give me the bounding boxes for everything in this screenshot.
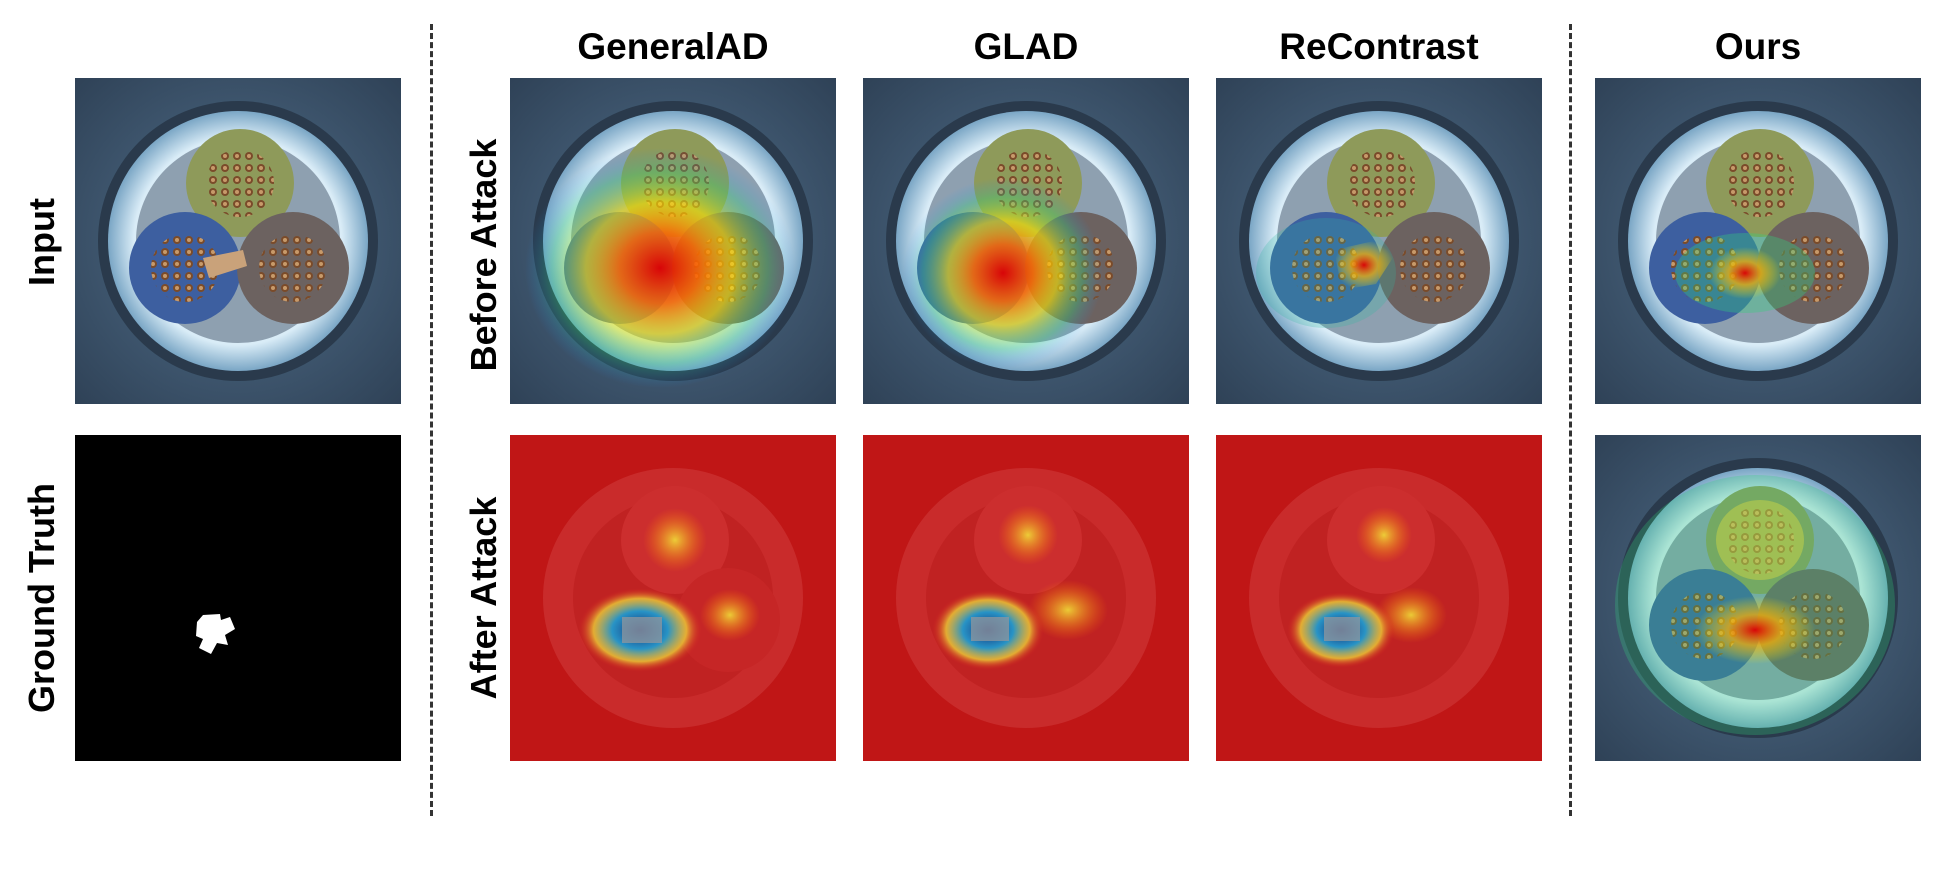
column-title-generalad: GeneralAD xyxy=(577,26,769,67)
separator-left xyxy=(430,24,433,816)
recontrast-before-attack-heatmap xyxy=(1216,78,1542,404)
glad-before-attack-heatmap xyxy=(863,78,1189,404)
ours-after-attack-heatmap xyxy=(1595,435,1921,761)
column-title-glad: GLAD xyxy=(973,26,1079,67)
column-title-recontrast: ReContrast xyxy=(1279,26,1479,67)
row-label-input: Input xyxy=(21,198,62,286)
column-title-ours: Ours xyxy=(1714,26,1802,67)
recontrast-after-attack-heatmap xyxy=(1216,435,1542,761)
separator-right xyxy=(1569,24,1572,816)
ours-before-attack-heatmap xyxy=(1595,78,1921,404)
generalad-after-attack-heatmap xyxy=(510,435,836,761)
ground-truth-mask xyxy=(75,435,401,761)
row-label-after-attack: After Attack xyxy=(463,496,504,700)
input-image xyxy=(75,78,401,404)
generalad-before-attack-heatmap xyxy=(510,78,836,404)
row-label-before-attack: Before Attack xyxy=(463,138,504,372)
row-label-ground-truth: Ground Truth xyxy=(21,483,62,713)
glad-after-attack-heatmap xyxy=(863,435,1189,761)
